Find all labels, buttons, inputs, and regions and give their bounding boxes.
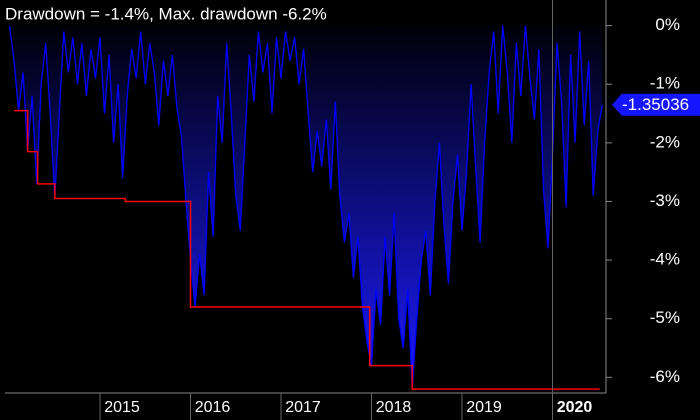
plot-area xyxy=(8,25,603,390)
y-tick-label: -5% xyxy=(650,308,680,327)
max-drawdown-line xyxy=(14,109,600,390)
last-value-label: -1.35036 xyxy=(622,95,689,114)
y-tick-label: 0% xyxy=(655,15,680,34)
y-tick-label: -3% xyxy=(650,191,680,210)
x-tick-label: 2018 xyxy=(376,399,412,416)
x-tick-label: 2016 xyxy=(195,399,231,416)
x-tick-label: 2017 xyxy=(285,399,321,416)
y-tick-label: -1% xyxy=(650,74,680,93)
y-tick-label: -4% xyxy=(650,250,680,269)
line xyxy=(8,25,603,390)
x-tick-label: 2020 xyxy=(557,399,593,416)
y-tick-label: -2% xyxy=(650,132,680,151)
x-tick-label: 2019 xyxy=(466,399,502,416)
y-tick-label: -6% xyxy=(650,367,680,386)
last-value-marker xyxy=(612,93,700,116)
area xyxy=(9,25,603,390)
chart-title: Drawdown = -1.4%, Max. drawdown -6.2% xyxy=(5,4,327,23)
x-tick-label: 2015 xyxy=(104,399,140,416)
